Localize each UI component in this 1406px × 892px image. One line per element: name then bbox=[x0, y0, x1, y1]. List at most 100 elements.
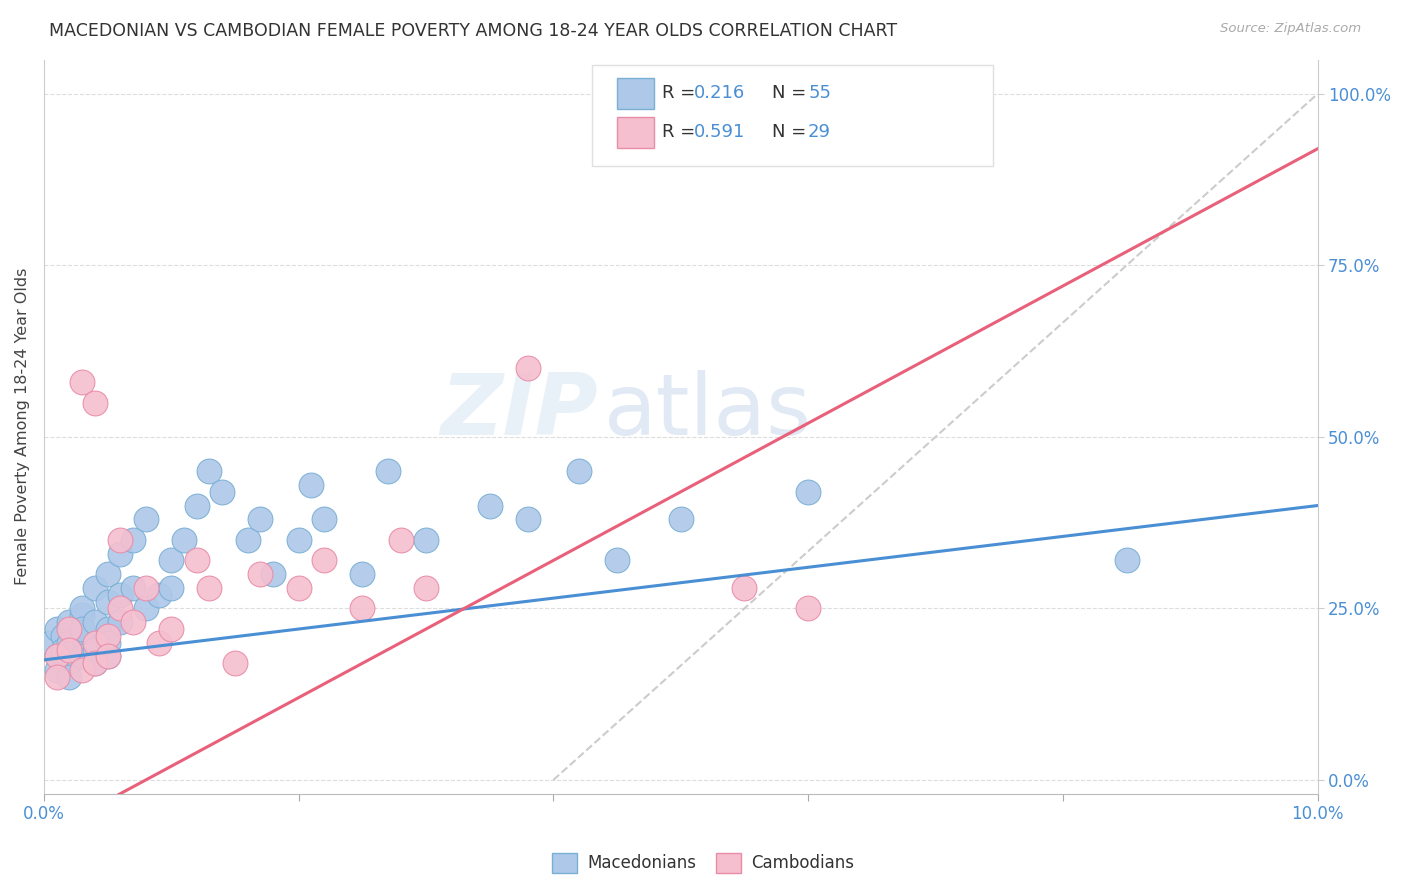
Point bbox=[389, 533, 412, 547]
Point bbox=[110, 601, 132, 615]
Text: 29: 29 bbox=[808, 123, 831, 141]
Point bbox=[352, 601, 374, 615]
Point bbox=[224, 657, 246, 671]
Point bbox=[568, 464, 591, 478]
Point bbox=[39, 636, 62, 650]
Point bbox=[83, 636, 105, 650]
Point bbox=[83, 657, 105, 671]
Point bbox=[249, 567, 271, 582]
Point bbox=[186, 499, 208, 513]
Point bbox=[97, 567, 120, 582]
Point bbox=[135, 512, 157, 526]
Point bbox=[148, 636, 170, 650]
Point bbox=[97, 649, 120, 664]
Point bbox=[110, 588, 132, 602]
Point bbox=[97, 649, 120, 664]
Text: R =: R = bbox=[662, 123, 700, 141]
Point bbox=[83, 615, 105, 629]
Legend: Macedonians, Cambodians: Macedonians, Cambodians bbox=[546, 847, 860, 880]
Point bbox=[314, 553, 336, 567]
Text: N =: N = bbox=[772, 123, 813, 141]
Point bbox=[83, 581, 105, 595]
Point bbox=[52, 629, 75, 643]
Point bbox=[52, 642, 75, 657]
FancyBboxPatch shape bbox=[617, 117, 654, 148]
Point bbox=[314, 512, 336, 526]
Point bbox=[478, 499, 501, 513]
Text: atlas: atlas bbox=[605, 370, 813, 453]
Point bbox=[262, 567, 284, 582]
Point bbox=[45, 649, 67, 664]
Point bbox=[70, 608, 93, 623]
Point bbox=[45, 663, 67, 677]
Point bbox=[352, 567, 374, 582]
Point bbox=[148, 588, 170, 602]
Point bbox=[70, 629, 93, 643]
Text: 55: 55 bbox=[808, 85, 831, 103]
FancyBboxPatch shape bbox=[592, 65, 993, 166]
Point bbox=[122, 615, 145, 629]
Point bbox=[70, 601, 93, 615]
Point bbox=[516, 512, 538, 526]
Point bbox=[122, 533, 145, 547]
Point bbox=[45, 649, 67, 664]
Point bbox=[58, 615, 80, 629]
Point bbox=[97, 622, 120, 636]
Point bbox=[415, 533, 437, 547]
Point bbox=[58, 670, 80, 684]
Point bbox=[733, 581, 755, 595]
Text: Source: ZipAtlas.com: Source: ZipAtlas.com bbox=[1220, 22, 1361, 36]
Point bbox=[160, 622, 183, 636]
Point bbox=[83, 657, 105, 671]
Point bbox=[198, 581, 221, 595]
Point bbox=[58, 657, 80, 671]
Point bbox=[287, 581, 309, 595]
Point bbox=[83, 642, 105, 657]
Point bbox=[186, 553, 208, 567]
Point bbox=[58, 636, 80, 650]
FancyBboxPatch shape bbox=[617, 78, 654, 109]
Point bbox=[249, 512, 271, 526]
Point bbox=[377, 464, 399, 478]
Text: N =: N = bbox=[772, 85, 813, 103]
Point bbox=[45, 670, 67, 684]
Point bbox=[110, 615, 132, 629]
Point bbox=[70, 622, 93, 636]
Point bbox=[122, 581, 145, 595]
Point bbox=[45, 622, 67, 636]
Point bbox=[211, 484, 233, 499]
Point bbox=[797, 484, 820, 499]
Point bbox=[135, 601, 157, 615]
Point bbox=[70, 649, 93, 664]
Point bbox=[97, 594, 120, 608]
Point bbox=[415, 581, 437, 595]
Point bbox=[110, 547, 132, 561]
Point bbox=[83, 395, 105, 409]
Point bbox=[58, 622, 80, 636]
Point bbox=[797, 601, 820, 615]
Point bbox=[97, 636, 120, 650]
Point bbox=[299, 478, 322, 492]
Point bbox=[606, 553, 628, 567]
Text: R =: R = bbox=[662, 85, 700, 103]
Text: ZIP: ZIP bbox=[440, 370, 598, 453]
Text: 0.591: 0.591 bbox=[693, 123, 745, 141]
Point bbox=[135, 581, 157, 595]
Point bbox=[97, 629, 120, 643]
Point bbox=[516, 361, 538, 376]
Point bbox=[160, 553, 183, 567]
Point bbox=[70, 663, 93, 677]
Point bbox=[65, 642, 87, 657]
Point bbox=[198, 464, 221, 478]
Text: 0.216: 0.216 bbox=[693, 85, 745, 103]
Point bbox=[70, 375, 93, 389]
Point bbox=[160, 581, 183, 595]
Point bbox=[173, 533, 195, 547]
Text: MACEDONIAN VS CAMBODIAN FEMALE POVERTY AMONG 18-24 YEAR OLDS CORRELATION CHART: MACEDONIAN VS CAMBODIAN FEMALE POVERTY A… bbox=[49, 22, 897, 40]
Point bbox=[110, 533, 132, 547]
Point bbox=[669, 512, 692, 526]
Point bbox=[236, 533, 259, 547]
Point bbox=[287, 533, 309, 547]
Y-axis label: Female Poverty Among 18-24 Year Olds: Female Poverty Among 18-24 Year Olds bbox=[15, 268, 30, 585]
Point bbox=[58, 642, 80, 657]
